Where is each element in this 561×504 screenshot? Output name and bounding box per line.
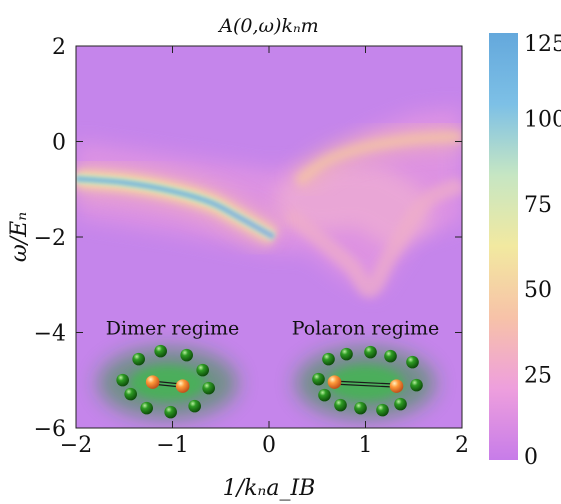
colorbar [489,33,518,460]
dimer-illustration [97,344,238,420]
bath-atom [124,387,137,401]
y-axis-ticks: 2 0 −2 −4 −6 [34,35,462,442]
bath-atom [196,363,209,377]
y-tick-label: −6 [34,417,66,442]
bath-atom [376,403,389,417]
impurity-atom [389,379,404,393]
impurity-atom [175,379,190,393]
repulsive-branch-core [294,131,462,187]
plot-area [76,46,462,428]
x-tick-label: 1 [359,433,373,458]
x-axis-label: 1/kₙa_IB [223,476,316,501]
regime-illustrations [97,344,436,420]
attractive-branch-peak [76,176,275,239]
colorbar-tick-label: 25 [524,364,552,389]
continuum-edge-glow [283,177,462,298]
bath-atom [140,401,153,415]
bath-atom [180,348,193,362]
impurity-bond-line [334,383,397,388]
bath-atom [406,355,419,369]
bath-atom [322,352,335,366]
polaron-illustration [295,345,436,420]
annotations: Dimer regime Polaron regime [106,318,440,340]
colorbar-tick-label: 50 [524,278,552,303]
bath-atom [364,345,377,359]
colorbar-tick-label: 125 [524,32,561,57]
impurity-atom [145,375,160,389]
bath-atom [132,352,145,366]
x-tick-label: 0 [262,433,276,458]
colorbar-ticks: 125 100 75 50 25 0 [524,32,561,470]
chart-title: A(0,ω)kₙm [217,15,318,37]
bath-atom [334,398,347,412]
bath-atom [354,401,367,415]
x-tick-label: −1 [156,433,188,458]
x-tick-label: −2 [60,433,92,458]
bath-atom [312,372,325,386]
colorbar-tick-label: 0 [524,445,538,470]
bath-atom [340,347,353,361]
spectral-function-heatmap [76,108,462,298]
impurity-atom [327,375,342,389]
colorbar-tick-label: 75 [524,193,552,218]
x-axis-ticks: −2 −1 0 1 2 [60,46,469,458]
bath-atom [116,373,129,387]
bath-atom [202,381,215,395]
y-tick-label: −2 [34,226,66,251]
y-tick-label: −4 [34,322,66,347]
y-axis-label: ω/Eₙ [7,212,32,262]
bath-atom [188,399,201,413]
regime-label: Dimer regime [106,318,240,340]
bath-atom [410,378,423,392]
x-tick-label: 2 [455,433,469,458]
bath-atom [164,405,177,419]
bath-atom [394,397,407,411]
regime-label: Polaron regime [292,318,439,340]
bath-atom [384,349,397,363]
bath-atom [154,344,167,358]
impurity-bond-line [334,380,397,385]
y-tick-label: 2 [52,35,66,60]
colorbar-tick-label: 100 [524,107,561,132]
bath-atom [318,388,331,402]
y-tick-label: 0 [52,131,66,156]
attractive-branch [76,160,283,253]
